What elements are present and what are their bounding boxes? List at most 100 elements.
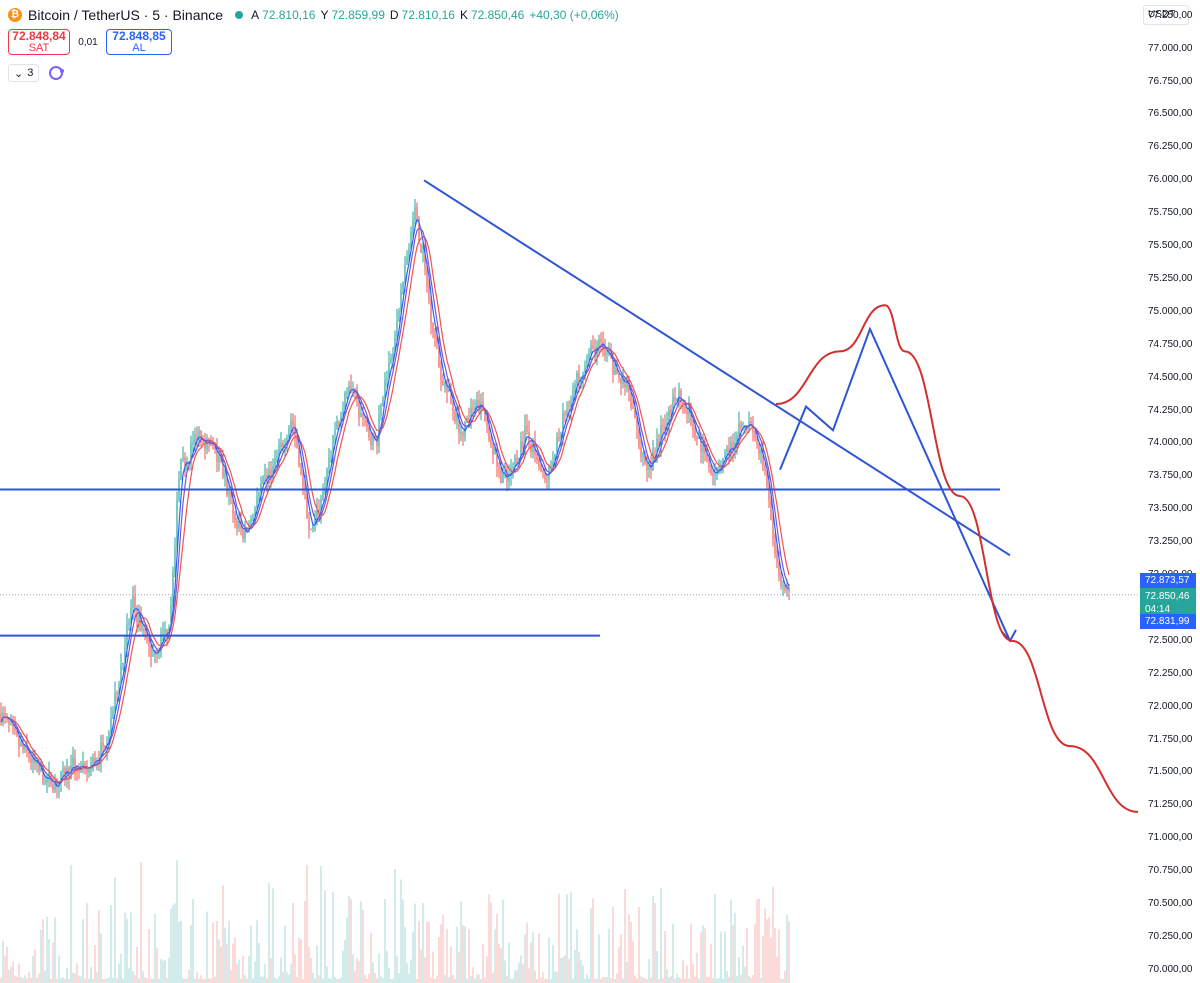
candle-body [448,389,450,392]
reload-icon[interactable] [49,66,65,80]
volume-bar [428,921,430,983]
volume-bar [276,978,278,983]
volume-bar [686,965,688,983]
volume-bar [722,978,724,983]
volume-bar [726,971,728,983]
price-tick-label: 70.750,00 [1148,865,1193,877]
volume-bar [630,921,632,983]
volume-bar [612,906,614,983]
candle-body [308,518,310,529]
sell-button[interactable]: 72.848,84 SAT [8,29,70,55]
symbol-title[interactable]: Bitcoin / TetherUS · 5 · Binance [28,7,224,23]
volume-bar [756,899,758,983]
buy-label: AL [132,42,146,54]
candle-body [344,392,346,410]
volume-bar [478,974,480,983]
low-price-tag: 72.831,99 [1140,614,1196,629]
volume-bar [462,925,464,983]
volume-bar [776,956,778,983]
volume-bar [474,978,476,983]
volume-bar [58,955,60,983]
last-price-tag: 72.850,46 04:14 [1140,588,1196,618]
countdown-text: 04:14 [1145,604,1171,615]
volume-bar [180,920,182,983]
volume-bar [444,975,446,983]
candle-body [634,408,636,419]
volume-bar [238,959,240,983]
indicator-count: 3 [27,67,34,79]
candle-body [758,444,760,454]
ohlc-values: A 72.810,16 Y 72.859,99 D 72.810,16 K 72.850… [251,6,621,24]
price-tick-label: 77.000,00 [1148,42,1193,54]
candle-body [776,554,778,563]
candle-body [410,232,412,250]
volume-bar [766,919,768,983]
candle-body [784,584,786,591]
volume-bar [160,958,162,983]
candle-body [286,438,288,445]
candle-body [366,417,368,427]
price-scale[interactable] [1140,0,1200,983]
candle-body [108,732,110,744]
candle-body [414,206,416,221]
candle-body [118,683,120,695]
candle-body [104,745,106,750]
candle-body [418,217,420,244]
volume-bar [86,902,88,983]
volume-bar [614,978,616,983]
volume-bar [482,943,484,983]
price-tick-label: 76.750,00 [1148,75,1193,87]
volume-bar [200,975,202,983]
volume-bar [646,978,648,983]
currency-selector[interactable]: USDT [1143,5,1189,25]
volume-bar [738,956,740,983]
volume-bar [584,978,586,983]
candle-body [760,450,762,454]
indicator-row: ⌄ 3 [8,64,65,82]
candle-body [60,771,62,782]
price-tick-label: 70.000,00 [1148,963,1193,975]
candle-body [664,425,666,430]
candle-body [296,435,298,449]
candle-body [412,220,414,233]
volume-bar [0,978,2,983]
indicators-toggle[interactable]: ⌄ 3 [8,64,40,82]
candle-body [304,486,306,491]
buy-button[interactable]: 72.848,85 AL [106,29,172,55]
candle-body [544,471,546,480]
candle-body [524,425,526,448]
candle-body [774,538,776,555]
candle-body [134,596,136,610]
candle-body [532,442,534,452]
volume-bar [344,940,346,983]
volume-bar [732,924,734,983]
candle-body [606,353,608,356]
volume-bar [780,978,782,983]
volume-bar [618,947,620,983]
volume-bar [604,977,606,983]
trade-buttons: 72.848,84 SAT 0,01 72.848,85 AL [8,29,172,55]
candle-body [514,457,516,468]
volume-bar [184,978,186,983]
candle-body [322,491,324,500]
volume-bar [72,972,74,983]
volume-bar [298,937,300,983]
volume-bar [156,948,158,983]
volume-bar [242,956,244,983]
spread-value: 0,01 [78,36,98,48]
volume-bar [666,969,668,983]
candle-body [462,432,464,436]
candle-body [736,435,738,444]
volume-bar [570,892,572,983]
volume-bar [226,944,228,983]
candle-body [32,755,34,763]
candle-body [8,718,10,725]
candle-body [718,467,720,469]
candle-body [368,426,370,437]
candle-body [172,571,174,607]
volume-bar [592,898,594,983]
volume-bar [116,978,118,983]
candle-body [494,447,496,455]
